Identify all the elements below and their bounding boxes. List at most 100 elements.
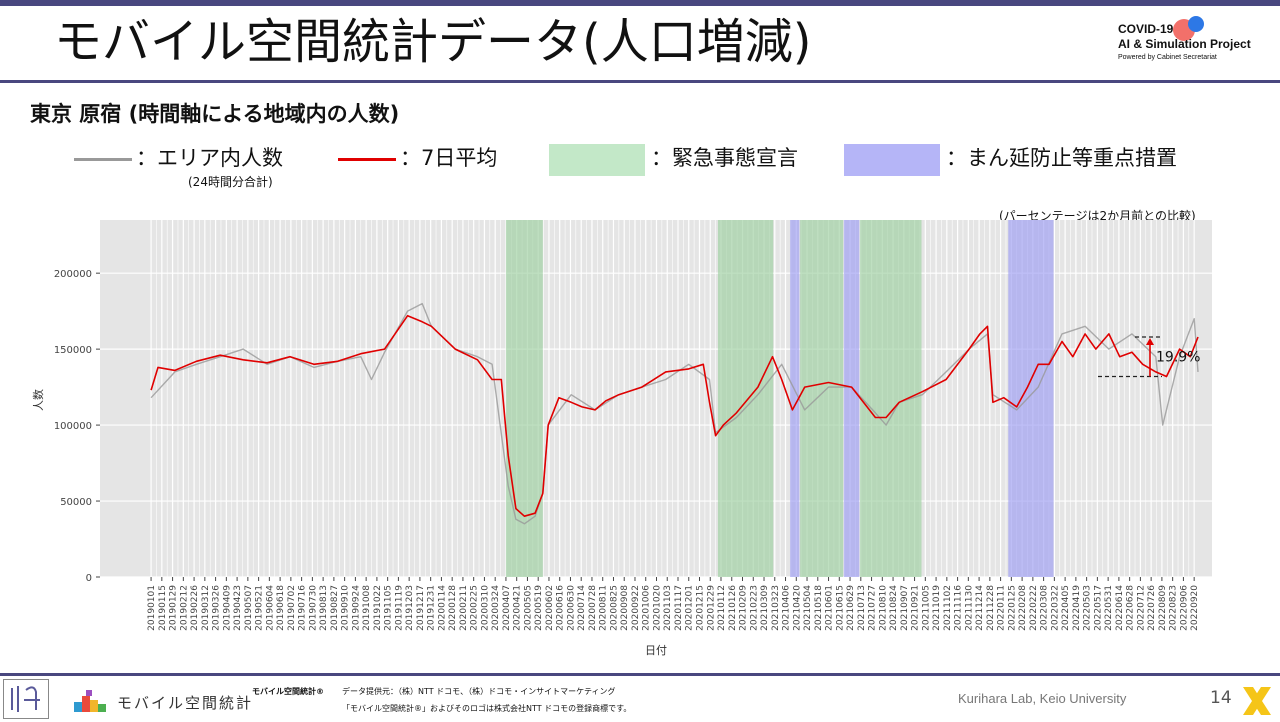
x-tick-label: 20200811 (599, 585, 609, 631)
x-tick-label: 20210727 (868, 585, 878, 631)
x-tick-label: 20190702 (287, 585, 297, 631)
x-tick-label: 20200324 (491, 585, 501, 631)
x-tick-label: 20200211 (459, 585, 469, 631)
x-tick-label: 20191105 (384, 585, 394, 631)
x-tick-label: 20200505 (523, 585, 533, 631)
legend-label-semi-emergency: ：まん延防止等重点措置 (946, 146, 1177, 170)
x-tick-label: 20210420 (792, 585, 802, 631)
ratio-note: (パーセンテージは2か月前との比較) (999, 209, 1196, 223)
x-tick-label: 20220517 (1093, 585, 1103, 631)
x-tick-label: 20191203 (405, 585, 415, 631)
x-tick-label: 20200616 (556, 585, 566, 631)
x-tick-label: 20220531 (1104, 585, 1114, 631)
x-tick-label: 20211019 (932, 585, 942, 631)
series-line-avg7 (150, 314, 1199, 518)
x-tick-label: 20190507 (244, 585, 254, 631)
x-tick-label: 20200728 (588, 585, 598, 631)
x-tick-label: 20200225 (470, 585, 480, 631)
x-tick-label: 20210601 (825, 585, 835, 631)
x-tick-label: 20190924 (351, 585, 361, 631)
legend-swatch-area-total (74, 158, 132, 161)
y-tick-label: 150000 (54, 345, 92, 356)
logo-line3: Powered by Cabinet Secretariat (1118, 54, 1217, 61)
legend-swatch-avg7 (338, 158, 396, 161)
footer-divider (0, 673, 1280, 676)
semi-emergency-period (1008, 220, 1054, 577)
x-tick-label: 20200602 (545, 585, 555, 631)
x-axis-title: 日付 (645, 644, 667, 657)
footer-brand: モバイル空間統計® (252, 687, 324, 696)
legend-label-emergency: ：緊急事態宣言 (651, 146, 798, 170)
x-tick-label: 20191008 (362, 585, 372, 631)
y-tick-label: 100000 (54, 421, 92, 432)
x-tick-label: 20190409 (222, 585, 232, 631)
top-accent-bar (0, 0, 1280, 6)
x-tick-label: 20201103 (663, 585, 673, 631)
x-tick-label: 20200630 (566, 585, 576, 631)
x-tick-label: 20210810 (878, 585, 888, 631)
x-tick-label: 20220920 (1190, 585, 1200, 631)
x-tick-label: 20190730 (308, 585, 318, 631)
x-tick-label: 20201020 (652, 585, 662, 631)
x-tick-label: 20190910 (341, 585, 351, 631)
x-brand-icon (1243, 687, 1271, 715)
x-tick-label: 20200519 (534, 585, 544, 631)
legend-label-avg7: ：7日平均 (400, 146, 498, 170)
x-tick-label: 20211116 (954, 585, 964, 631)
keio-emblem-glyph (11, 686, 40, 712)
x-tick-label: 20190521 (255, 585, 265, 631)
x-tick-label: 20220308 (1040, 585, 1050, 631)
x-tick-label: 20200128 (448, 585, 458, 631)
x-tick-label: 20190129 (169, 585, 179, 631)
x-tick-label: 20210824 (889, 585, 899, 631)
x-tick-label: 20201215 (695, 585, 705, 631)
x-tick-label: 20200407 (502, 585, 512, 631)
x-tick-label: 20220322 (1050, 585, 1060, 631)
x-tick-label: 20190618 (276, 585, 286, 631)
x-tick-label: 20190101 (147, 585, 157, 631)
x-tick-label: 20200922 (631, 585, 641, 631)
y-axis-title: 人数 (32, 389, 45, 411)
logo-line1: COVID-19 (1118, 22, 1174, 36)
x-tick-label: 20200825 (609, 585, 619, 631)
logo-dot-blue (1188, 16, 1204, 32)
x-tick-label: 20190423 (233, 585, 243, 631)
x-tick-label: 20201006 (642, 585, 652, 631)
x-tick-label: 20190326 (212, 585, 222, 631)
title-divider (0, 80, 1280, 83)
covid-project-logo: COVID-19 AI & Simulation Project Powered… (1118, 22, 1268, 64)
series-line-area-total (150, 302, 1199, 525)
x-tick-label: 20210209 (739, 585, 749, 631)
x-tick-label: 20220628 (1126, 585, 1136, 631)
mobile-stats-logo-icon (74, 690, 106, 712)
x-tick-label: 20211005 (921, 585, 931, 631)
y-tick-label: 50000 (60, 497, 92, 508)
x-tick-label: 20220208 (1018, 585, 1028, 631)
x-tick-label: 20191119 (394, 585, 404, 631)
lab-credit: Kurihara Lab, Keio University (958, 691, 1127, 706)
x-tick-label: 20211214 (975, 585, 985, 631)
x-tick-label: 20190604 (265, 585, 275, 631)
x-tick-label: 20220614 (1115, 585, 1125, 631)
legend-swatch-emergency (549, 144, 645, 176)
x-tick-label: 20210504 (803, 585, 813, 631)
x-tick-label: 20220125 (1007, 585, 1017, 631)
x-tick-label: 20190827 (330, 585, 340, 631)
annotation-arrow-head (1146, 337, 1154, 345)
semi-emergency-period (790, 220, 800, 577)
x-tick-label: 20210323 (771, 585, 781, 631)
legend-note-24h: (24時間分合計) (188, 175, 273, 189)
x-tick-label: 20190226 (190, 585, 200, 631)
x-tick-label: 20220405 (1061, 585, 1071, 631)
x-tick-label: 20201229 (706, 585, 716, 631)
y-tick-label: 0 (86, 573, 92, 584)
legend-label-area-total: ：エリア内人数 (136, 146, 283, 170)
x-tick-label: 20220809 (1158, 585, 1168, 631)
emergency-period (717, 220, 774, 577)
x-tick-label: 20210713 (857, 585, 867, 631)
x-tick-label: 20210112 (717, 585, 727, 631)
x-tick-label: 20210518 (814, 585, 824, 631)
x-tick-label: 20210126 (728, 585, 738, 631)
x-tick-label: 20201117 (674, 585, 684, 631)
